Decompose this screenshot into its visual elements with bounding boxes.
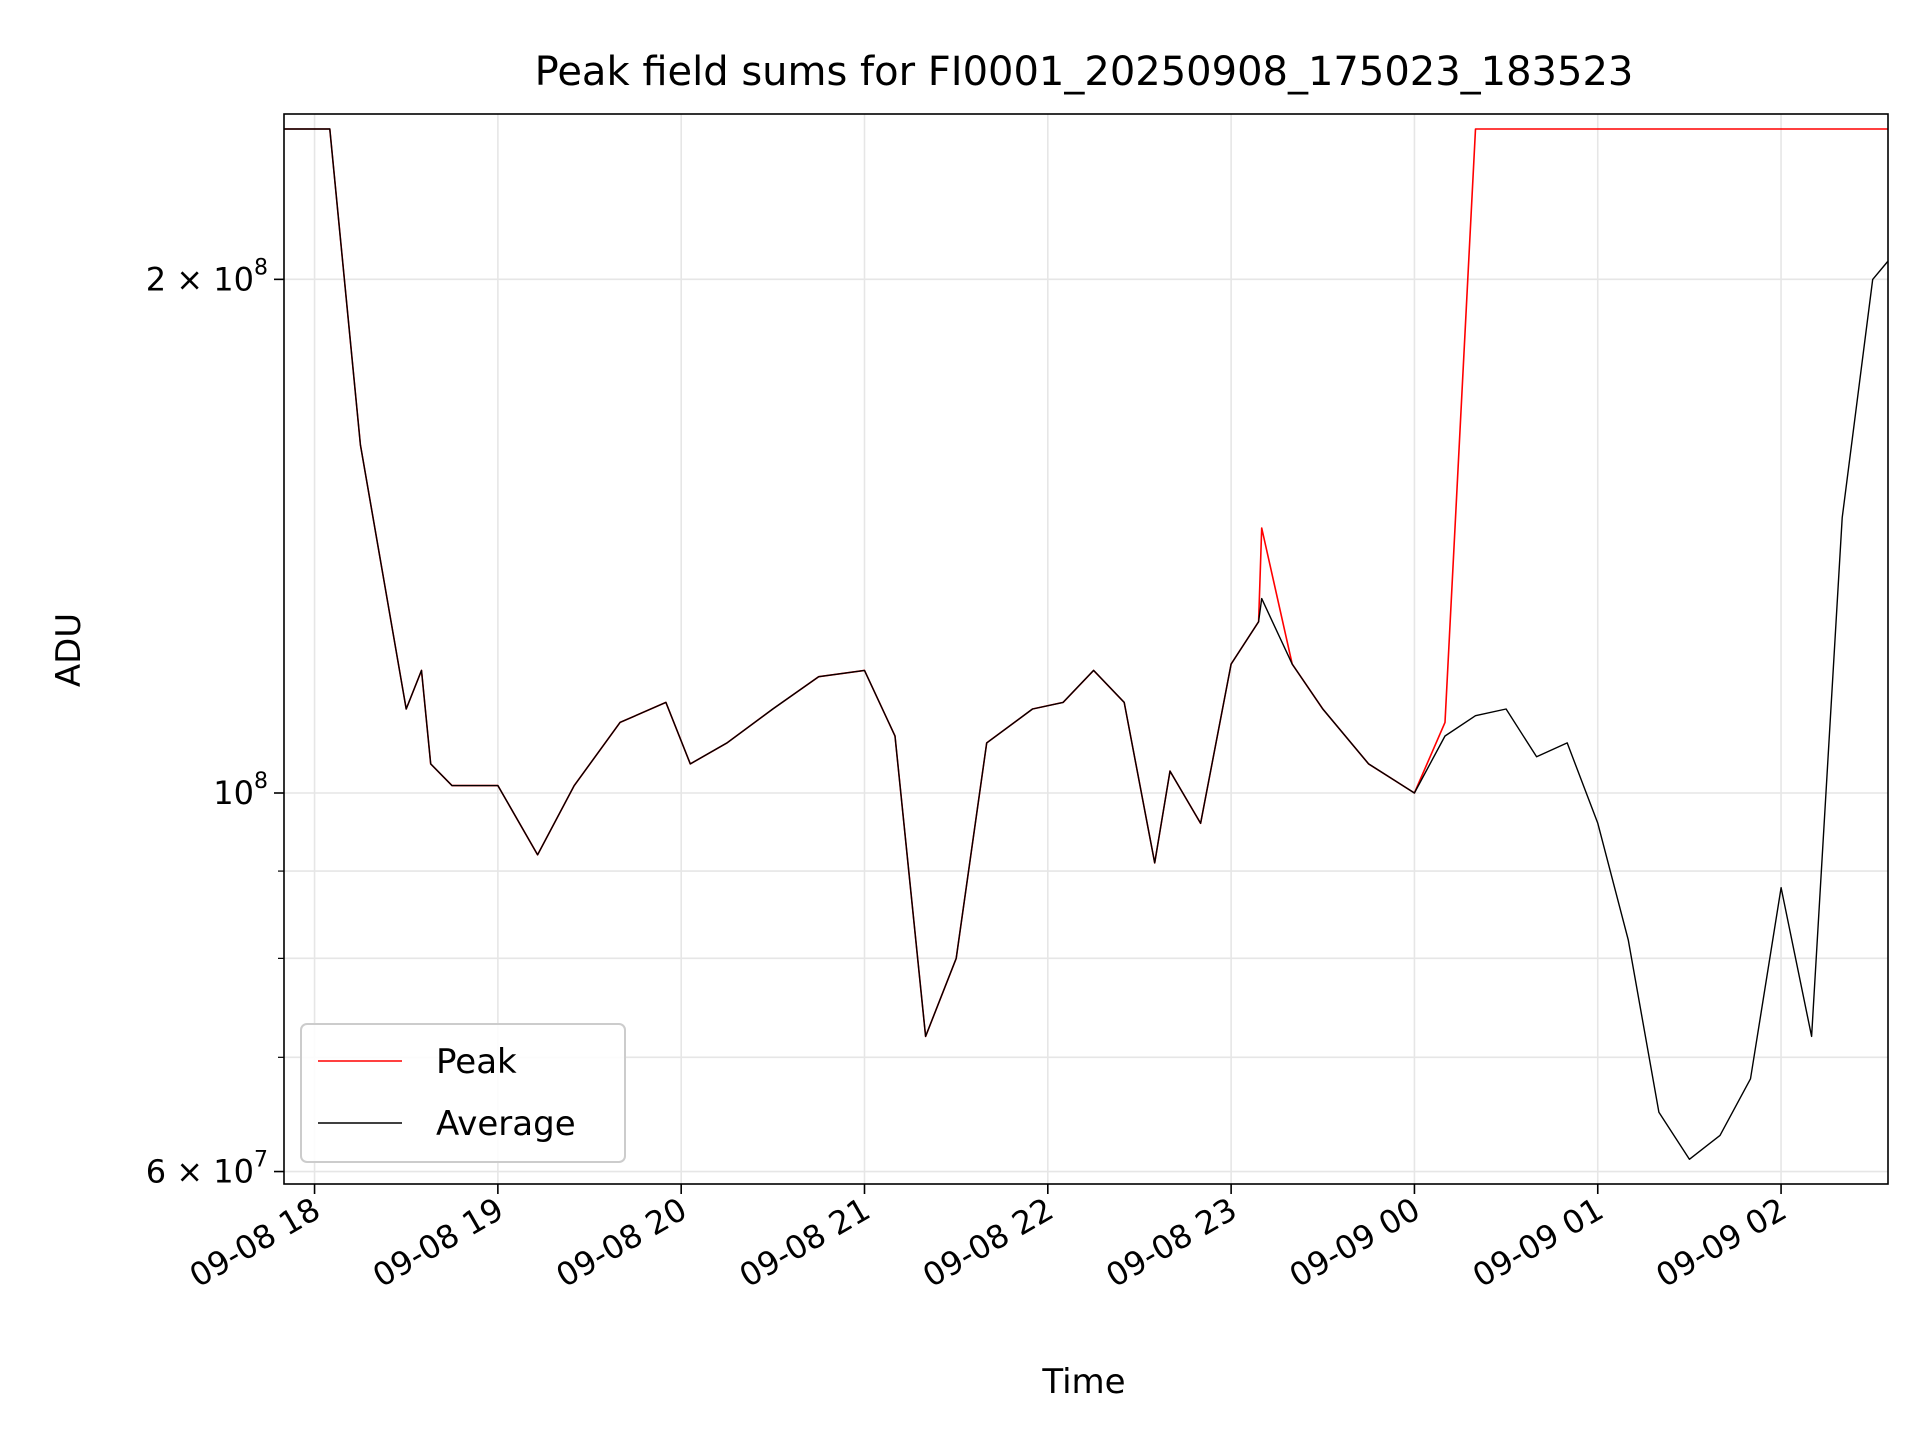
y-tick-label: 6 × 107 (146, 1148, 268, 1191)
legend-average-label: Average (436, 1104, 576, 1144)
y-tick-label: 2 × 108 (146, 255, 268, 298)
chart-title: Peak field sums for FI0001_20250908_1750… (535, 49, 1634, 95)
grid (284, 114, 1888, 1184)
y-axis-label: ADU (49, 613, 89, 687)
series-line-average (284, 128, 1888, 1161)
legend-box (300, 1023, 626, 1163)
legend-peak-label: Peak (436, 1042, 517, 1082)
y-tick-label: 108 (213, 769, 268, 812)
plot-series (284, 128, 1888, 1161)
y-axis-ticks: 2 × 108 108 6 × 107 (146, 255, 284, 1191)
x-axis-label: Time (1041, 1362, 1125, 1402)
legend: Peak Average (300, 1023, 626, 1163)
plot-frame (283, 113, 1889, 1185)
